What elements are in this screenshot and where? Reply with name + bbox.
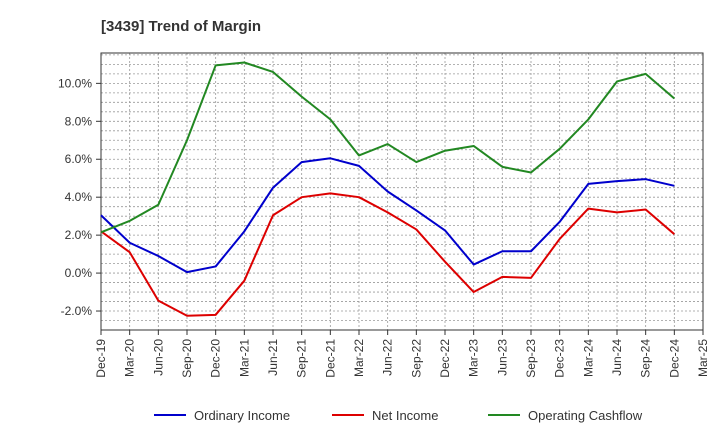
x-tick-label: Dec-21 [323, 339, 337, 378]
x-tick-label: Sep-23 [524, 339, 538, 378]
y-axis: -2.0% 0.0% 2.0% 4.0% 6.0% 8.0% 10.0% [58, 76, 101, 318]
plot-frame [100, 52, 704, 331]
y-tick-label: 8.0% [65, 114, 93, 128]
x-tick-label: Mar-20 [123, 339, 137, 377]
x-tick-label: Dec-20 [209, 339, 223, 378]
plot-area [101, 53, 703, 330]
x-tick-label: Dec-24 [667, 339, 681, 378]
x-tick-label: Mar-24 [581, 339, 595, 377]
series-line-ordinary-income [100, 157, 675, 274]
x-tick-label: Sep-24 [639, 339, 653, 378]
x-tick-label: Jun-22 [381, 339, 395, 376]
x-tick-label: Mar-22 [352, 339, 366, 377]
x-tick-label: Jun-21 [266, 339, 280, 376]
legend-label: Net Income [372, 408, 438, 423]
x-tick-label: Jun-20 [151, 339, 165, 376]
y-tick-label: 10.0% [58, 76, 92, 90]
grid-lines [101, 53, 703, 330]
legend-label: Operating Cashflow [528, 408, 643, 423]
series-line-operating-cashflow [100, 61, 675, 234]
legend: Ordinary Income Net Income Operating Cashf… [154, 408, 643, 423]
x-axis: Dec-19 Mar-20 Jun-20 Sep-20 Dec-20 Mar-21 Jun-… [94, 330, 710, 378]
legend-label: Ordinary Income [194, 408, 290, 423]
x-tick-label: Sep-21 [295, 339, 309, 378]
y-tick-label: 0.0% [65, 266, 93, 280]
y-tick-label: 4.0% [65, 190, 93, 204]
x-tick-label: Mar-23 [467, 339, 481, 377]
x-tick-label: Jun-23 [495, 339, 509, 376]
x-tick-label: Dec-22 [438, 339, 452, 378]
chart-title: [3439] Trend of Margin [101, 18, 261, 35]
series-lines [100, 61, 675, 317]
x-tick-label: Dec-19 [94, 339, 108, 378]
y-tick-label: 6.0% [65, 152, 93, 166]
x-tick-label: Jun-24 [610, 339, 624, 376]
y-tick-label: -2.0% [61, 304, 93, 318]
x-tick-label: Sep-22 [409, 339, 423, 378]
y-tick-label: 2.0% [65, 228, 93, 242]
x-tick-label: Mar-25 [696, 339, 710, 377]
x-tick-label: Sep-20 [180, 339, 194, 378]
series-line-net-income [100, 192, 675, 317]
x-tick-label: Mar-21 [237, 339, 251, 377]
x-tick-label: Dec-23 [553, 339, 567, 378]
